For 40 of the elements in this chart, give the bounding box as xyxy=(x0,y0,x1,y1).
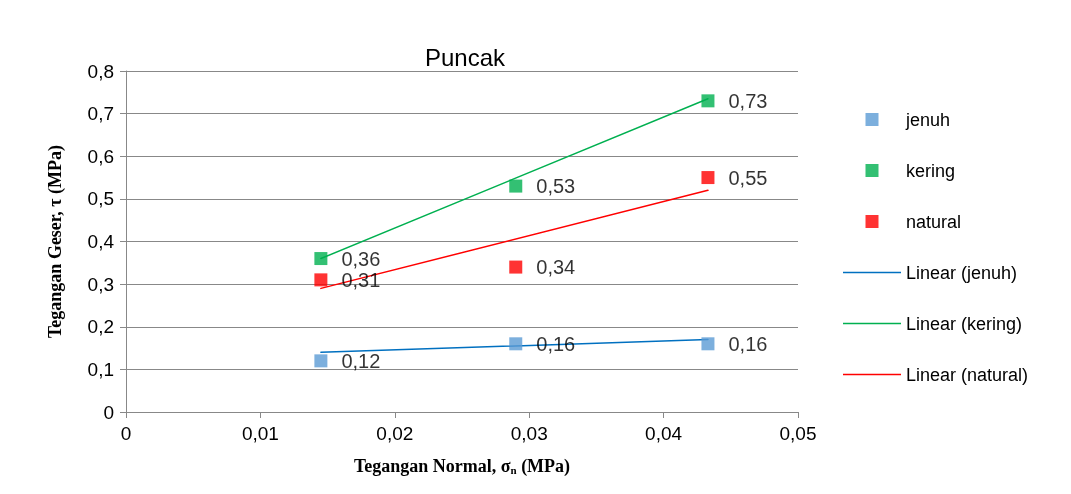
x-tick-label: 0,03 xyxy=(510,423,548,444)
x-tick-label: 0,05 xyxy=(779,423,817,444)
y-tick-label: 0,5 xyxy=(87,188,114,210)
x-tick-label: 0,02 xyxy=(376,423,414,444)
y-tick-label: 0 xyxy=(103,401,114,423)
legend-label: Linear (natural) xyxy=(906,364,1029,385)
chart-title: Puncak xyxy=(424,43,507,71)
y-tick-label: 0,3 xyxy=(87,273,114,295)
point xyxy=(701,337,715,351)
y-tick-label: 0,8 xyxy=(87,60,114,82)
data-label: 0,53 xyxy=(536,175,576,198)
legend-label: Linear (jenuh) xyxy=(906,262,1018,283)
point xyxy=(314,354,328,368)
data-label: 0,34 xyxy=(536,256,576,279)
legend-label: kering xyxy=(906,160,956,181)
point xyxy=(314,273,328,287)
legend-label: Linear (kering) xyxy=(906,313,1023,334)
point xyxy=(314,252,328,266)
legend-label: natural xyxy=(906,211,962,232)
x-tick-label: 0,01 xyxy=(241,423,279,444)
y-tick-label: 0,7 xyxy=(87,103,114,125)
x-tick-label: 0 xyxy=(120,423,132,444)
y-tick-label: 0,6 xyxy=(87,145,114,167)
y-tick-label: 0,1 xyxy=(87,358,114,380)
point xyxy=(701,94,715,108)
y-tick-label: 0,4 xyxy=(87,231,115,252)
legend-label: jenuh xyxy=(905,109,951,130)
x-tick-label: 0,04 xyxy=(645,423,683,444)
data-label: 0,12 xyxy=(341,349,381,372)
y-tick-label: 0,2 xyxy=(87,316,114,338)
point xyxy=(509,260,523,274)
y-axis-title: Tegangan Geser, τ (MPa) xyxy=(45,145,66,338)
data-label: 0,36 xyxy=(341,247,381,270)
data-label: 0,55 xyxy=(728,166,768,189)
point xyxy=(701,171,715,185)
point xyxy=(509,179,523,193)
data-label: 0,16 xyxy=(728,332,768,355)
data-label: 0,73 xyxy=(728,89,768,112)
x-axis-title: Tegangan Normal, σn (MPa) xyxy=(353,455,571,477)
point xyxy=(509,337,523,351)
